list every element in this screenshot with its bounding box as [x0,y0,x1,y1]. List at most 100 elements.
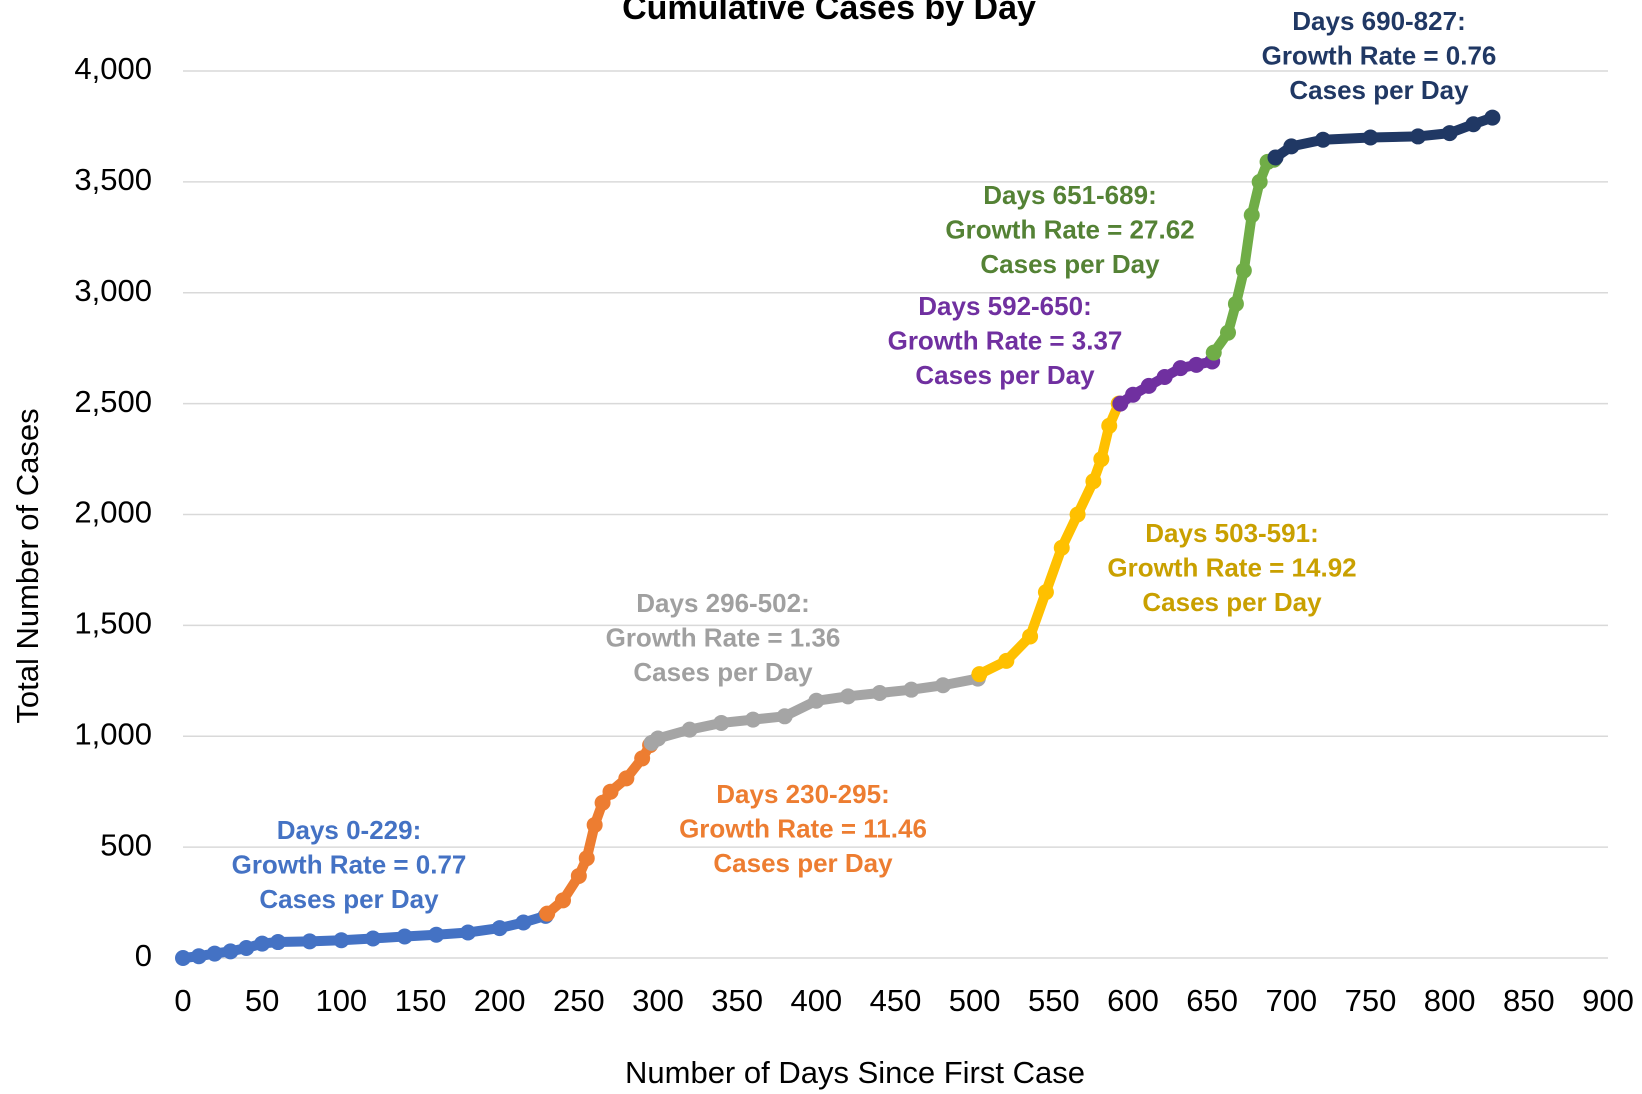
data-point [1112,395,1129,412]
data-point [1484,109,1501,126]
annotation: Growth Rate = 0.77 [232,849,467,879]
y-tick-label: 0 [135,938,152,973]
data-point [1362,129,1379,146]
data-point [222,943,239,960]
data-point [1172,360,1189,377]
x-tick-label: 800 [1424,983,1476,1018]
data-point [776,708,793,725]
y-tick-label: 4,000 [74,51,152,86]
data-point [1235,262,1252,279]
data-point [998,652,1015,669]
data-point [602,783,619,800]
data-point [1283,138,1300,155]
data-point [871,685,888,702]
annotation: Days 230-295: [716,779,889,809]
annotation: Growth Rate = 11.46 [679,813,927,843]
data-point [1053,539,1070,556]
x-tick-label: 50 [245,983,279,1018]
x-tick-label: 650 [1186,983,1238,1018]
annotation: Days 0-229: [277,815,422,845]
x-tick-label: 900 [1582,983,1634,1018]
series-line [974,398,1124,680]
annotation: Days 503-591: [1145,518,1318,548]
data-point [270,934,286,951]
annotation: Cases per Day [915,360,1095,390]
data-point [840,688,856,705]
data-point [903,681,920,698]
y-tick-label: 500 [100,827,152,862]
x-tick-label: 550 [1028,983,1080,1018]
data-point [1465,116,1482,133]
x-axis-label: Number of Days Since First Case [625,1055,1085,1090]
data-point [935,677,951,694]
x-tick-label: 300 [632,983,684,1018]
data-point [1227,295,1244,312]
data-point [396,928,413,945]
data-point [971,666,988,683]
annotation: Cases per Day [633,657,813,687]
data-point [238,940,255,957]
data-point [681,721,698,738]
data-point [586,816,603,833]
y-tick-label: 3,000 [74,273,152,308]
data-point [365,930,381,947]
annotation: Cases per Day [259,884,439,914]
x-tick-label: 200 [474,983,526,1018]
data-point [428,926,445,943]
x-tick-label: 850 [1503,983,1555,1018]
annotation: Cases per Day [1289,75,1469,105]
x-tick-label: 600 [1107,983,1159,1018]
y-axis-label: Total Number of Cases [10,408,45,723]
y-tick-label: 1,500 [74,606,152,641]
annotation: Growth Rate = 27.62 [945,214,1194,244]
data-point [634,750,651,767]
data-point [1125,386,1141,403]
annotation: Days 296-502: [636,588,809,618]
data-point [1188,356,1205,373]
x-tick-label: 250 [553,983,605,1018]
x-tick-label: 100 [315,983,367,1018]
x-tick-label: 500 [949,983,1001,1018]
annotation: Cases per Day [713,848,893,878]
data-point [1093,451,1110,468]
data-point [1251,173,1268,190]
data-point [206,945,223,962]
annotation: Days 690-827: [1292,6,1465,36]
x-tick-label: 0 [174,983,191,1018]
data-point [713,714,730,731]
data-point [1140,377,1157,394]
series-line [646,673,983,748]
annotation: Cases per Day [980,249,1160,279]
data-point [1315,131,1331,148]
data-point [190,948,207,965]
data-point [1069,506,1086,523]
y-tick-label: 2,000 [74,495,152,530]
data-point [808,692,825,709]
data-point [1022,628,1039,645]
data-point [1410,128,1426,145]
chart-title: Cumulative Cases by Day [622,0,1036,27]
series-line [1270,112,1498,163]
annotation: Growth Rate = 14.92 [1107,552,1356,582]
data-point [254,935,271,952]
x-tick-label: 700 [1265,983,1317,1018]
y-tick-label: 3,500 [74,162,152,197]
data-point [594,794,611,811]
data-point [1267,149,1284,166]
data-point [301,933,318,950]
annotation: Cases per Day [1142,587,1322,617]
data-point [1243,207,1260,224]
series-line [542,740,656,919]
x-tick-label: 750 [1345,983,1397,1018]
data-point [515,914,532,931]
data-point [618,770,635,787]
y-tick-label: 1,000 [74,716,152,751]
x-tick-label: 450 [870,983,922,1018]
data-point [1085,473,1102,490]
annotation: Days 651-689: [983,180,1156,210]
data-point [1101,417,1118,434]
y-tick-label: 2,500 [74,384,152,419]
x-tick-label: 150 [395,983,447,1018]
data-point [333,932,350,949]
